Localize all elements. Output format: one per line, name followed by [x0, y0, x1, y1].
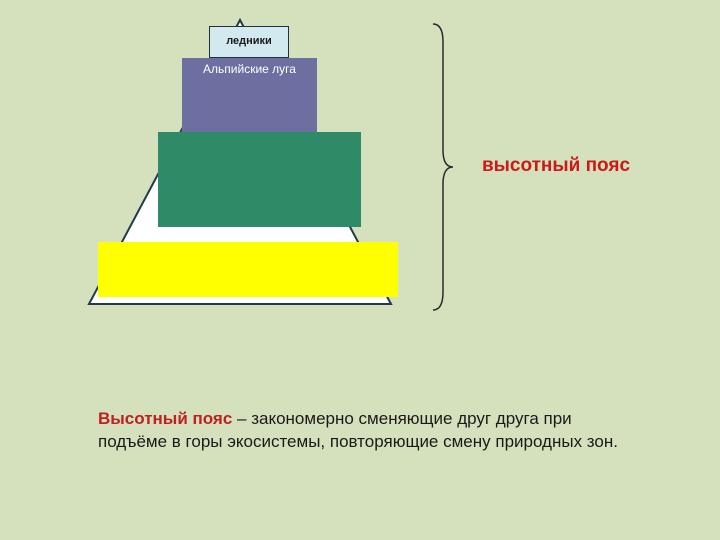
- zone-yellow: [98, 242, 398, 297]
- zone-glaciers-label: ледники: [210, 27, 288, 47]
- zone-alpine-label: Альпийские луга: [182, 58, 317, 76]
- zone-alpine-meadows: Альпийские луга: [182, 58, 317, 132]
- bracket: [430, 22, 455, 312]
- stage: ледники Альпийские луга высотный пояс Вы…: [0, 0, 720, 540]
- zone-green: [158, 132, 361, 227]
- bracket-path: [433, 24, 453, 310]
- definition-paragraph: Высотный пояс – закономерно сменяющие др…: [98, 408, 628, 454]
- zone-glaciers: ледники: [209, 26, 289, 58]
- definition-term: Высотный пояс: [98, 409, 232, 428]
- belt-label: высотный пояс: [482, 155, 630, 177]
